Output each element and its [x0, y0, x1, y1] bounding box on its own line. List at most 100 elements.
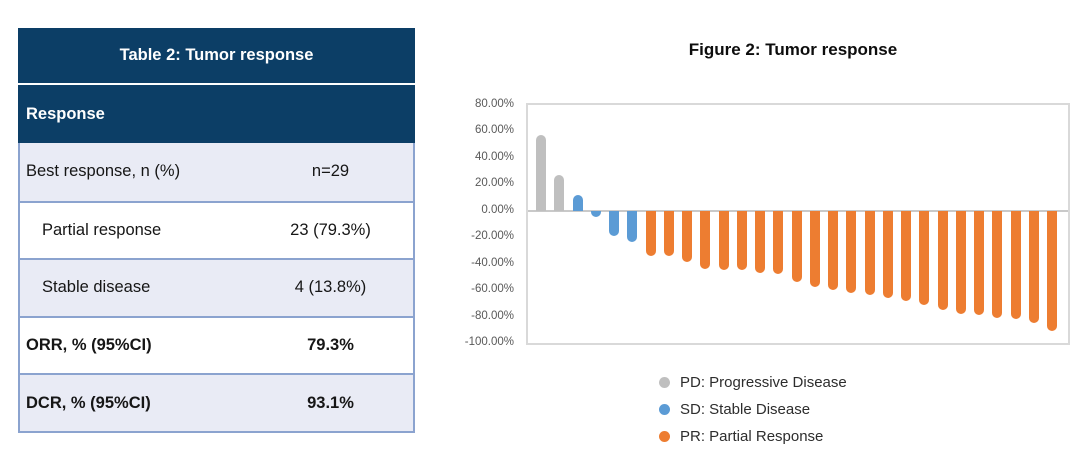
bar-pr [718, 210, 729, 271]
legend-label: SD: Stable Disease [680, 400, 811, 418]
legend-label: PR: Partial Response [680, 427, 824, 445]
bar-pr [682, 210, 692, 263]
table-row: Best response, n (%) n=29 [20, 143, 413, 201]
table-row: Partial response 23 (79.3%) [20, 200, 413, 259]
bar-pr [864, 210, 875, 296]
row-value: 93.1% [307, 393, 354, 412]
bar-sd [572, 194, 583, 211]
bar-series [528, 105, 1068, 343]
y-axis-tick-label: -60.00% [471, 283, 514, 296]
bar-slot [955, 105, 966, 343]
bar-pr [700, 210, 711, 269]
bar-slot [1047, 105, 1057, 343]
tumor-response-table: Table 2: Tumor response Response Best re… [18, 28, 415, 433]
table-row: Stable disease 4 (13.8%) [20, 258, 413, 316]
bar-slot [846, 105, 857, 343]
pd-dot-icon [659, 376, 670, 388]
y-axis-tick-label: -80.00% [471, 309, 514, 322]
table-body: Best response, n (%) n=29 Partial response… [18, 143, 415, 433]
bar-slot [718, 105, 729, 343]
bar-pr [992, 210, 1003, 318]
row-value: 4 (13.8%) [294, 278, 367, 297]
table-title: Table 2: Tumor response [18, 28, 415, 85]
bar-pr [1028, 210, 1039, 324]
bar-pr [809, 210, 820, 288]
bar-pr [937, 210, 948, 310]
bar-pr [882, 210, 893, 299]
bar-pr [663, 210, 674, 256]
bar-slot [773, 105, 784, 343]
bar-pr [955, 210, 966, 314]
bar-slot [645, 105, 656, 343]
bar-slot [828, 105, 838, 343]
bar-pr [974, 210, 984, 316]
row-value: 23 (79.3%) [290, 220, 371, 239]
bar-pr [645, 210, 656, 256]
chart-legend: PD: Progressive Disease SD: Stable Diseas… [659, 372, 847, 446]
bar-slot [609, 105, 619, 343]
bar-slot [791, 105, 802, 343]
bar-slot [627, 105, 638, 343]
bar-slot [809, 105, 820, 343]
table-row: DCR, % (95%CI) 93.1% [20, 373, 413, 431]
row-label: Best response, n (%) [26, 162, 181, 181]
bar-slot [736, 105, 747, 343]
bar-pr [828, 210, 838, 291]
table-row: ORR, % (95%CI) 79.3% [20, 315, 413, 374]
bar-pr [736, 210, 747, 271]
y-axis: 80.00% 60.00% 40.00% 20.00% 0.00% -20.00% -40.… [428, 98, 520, 348]
legend-label: PD: Progressive Disease [680, 373, 847, 391]
bar-pr [846, 210, 857, 293]
row-label: Partial response [42, 220, 162, 239]
bar-pd [536, 135, 546, 211]
bar-slot [700, 105, 711, 343]
bar-slot [864, 105, 875, 343]
bar-slot [663, 105, 674, 343]
bar-slot [572, 105, 583, 343]
bar-slot [755, 105, 765, 343]
y-axis-tick-label: 80.00% [474, 98, 514, 110]
bar-sd [609, 210, 619, 236]
bar-slot [536, 105, 546, 343]
bar-slot [992, 105, 1003, 343]
bar-slot [590, 105, 601, 343]
bar-pr [919, 210, 930, 305]
y-axis-tick-label: 20.00% [474, 177, 514, 190]
y-axis-tick-label: -100.00% [464, 336, 514, 348]
bar-slot [919, 105, 930, 343]
sd-dot-icon [659, 403, 670, 415]
bar-pr [791, 210, 802, 283]
bar-slot [901, 105, 911, 343]
bar-slot [937, 105, 948, 343]
row-label: ORR, % (95%CI) [26, 336, 152, 355]
figure-title: Figure 2: Tumor response [688, 40, 898, 59]
bar-pr [901, 210, 911, 301]
table-header-response: Response [18, 85, 415, 143]
bar-slot [882, 105, 893, 343]
bar-sd [627, 210, 638, 243]
bar-pd [554, 175, 565, 211]
bar-pr [755, 210, 765, 273]
row-label: Stable disease [42, 278, 151, 297]
row-label: DCR, % (95%CI) [26, 393, 151, 412]
y-axis-tick-label: -40.00% [471, 256, 514, 269]
row-value: n=29 [311, 162, 350, 181]
legend-item-sd: SD: Stable Disease [659, 399, 847, 419]
bar-slot [1010, 105, 1021, 343]
plot-area [526, 103, 1070, 345]
bar-sd [590, 210, 601, 218]
row-value: 79.3% [307, 336, 354, 355]
y-axis-tick-label: 40.00% [474, 150, 514, 163]
legend-item-pr: PR: Partial Response [659, 426, 847, 446]
bar-slot [554, 105, 565, 343]
bar-slot [974, 105, 984, 343]
legend-item-pd: PD: Progressive Disease [659, 372, 847, 392]
bar-pr [773, 210, 784, 275]
pr-dot-icon [659, 430, 670, 442]
y-axis-tick-label: -20.00% [471, 230, 514, 243]
y-axis-tick-label: 0.00% [481, 203, 514, 216]
bar-slot [1028, 105, 1039, 343]
y-axis-tick-label: 60.00% [474, 124, 514, 137]
bar-pr [1047, 210, 1057, 332]
